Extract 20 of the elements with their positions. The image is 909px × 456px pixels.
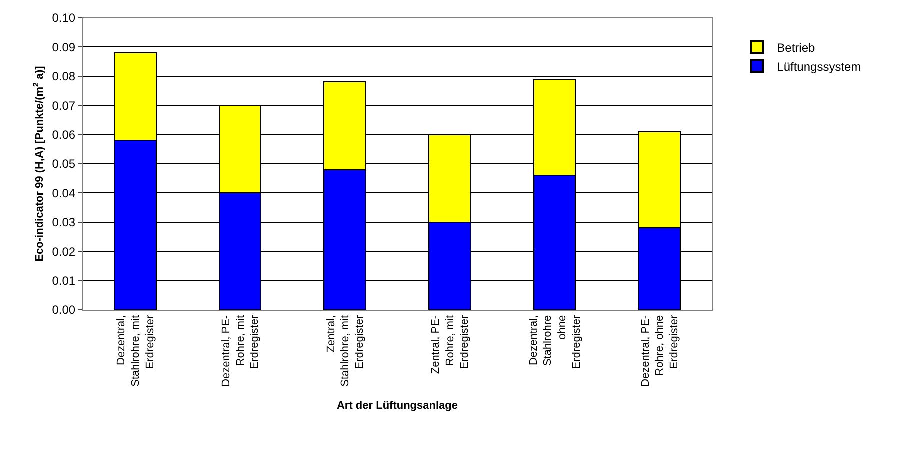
- x-tick-label: Zentral, PE- Rohre, mit Erdregister: [430, 315, 471, 374]
- x-tick-label: Dezentral, PE- Rohre, ohne Erdregister: [640, 315, 680, 387]
- x-tick-label: Dezentral, Stahlrohre ohne Erdregister: [528, 315, 583, 370]
- legend-label: Lüftungssystem: [777, 60, 862, 74]
- x-axis-title: Art der Lüftungsanlage: [336, 400, 458, 412]
- y-tick-label: 0.06: [52, 128, 76, 142]
- y-tick-label: 0.01: [52, 274, 76, 288]
- y-tick-label: 0.10: [52, 11, 76, 26]
- y-tick-label: 0.07: [52, 98, 76, 113]
- y-tick-label: 0.02: [52, 244, 76, 259]
- y-tick-label: 0.09: [52, 40, 76, 54]
- x-tick-label: Dezentral, Stahlrohre, mit Erdregister: [116, 315, 156, 387]
- y-tick-label: 0.03: [52, 216, 76, 230]
- x-tick-label: Dezentral, PE- Rohre, mit Erdregister: [220, 315, 262, 387]
- legend-label: Betrieb: [777, 40, 816, 55]
- y-tick-label: 0.04: [52, 186, 76, 200]
- x-tick-label: Zentral, Stahlrohre, mit Erdregister: [325, 315, 366, 387]
- y-tick-label: 0.00: [52, 303, 76, 318]
- y-tick-label: 0.05: [52, 157, 76, 172]
- y-tick-label: 0.08: [52, 70, 76, 84]
